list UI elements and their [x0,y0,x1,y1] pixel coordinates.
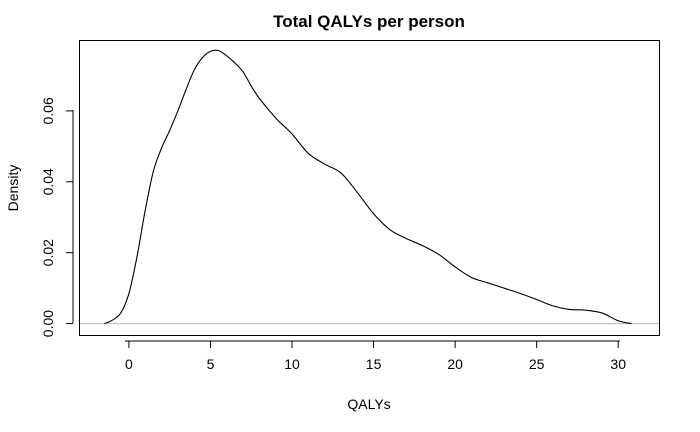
y-tick-label: 0.06 [40,97,56,124]
chart-title: Total QALYs per person [273,12,465,31]
x-tick-label: 0 [125,356,133,372]
x-axis-ticks: 0 5 10 15 20 25 30 [125,341,626,372]
x-tick-label: 30 [610,356,626,372]
x-tick-label: 10 [284,356,300,372]
plot-area-border [79,40,660,336]
x-tick-label: 25 [529,356,545,372]
y-tick-label: 0.02 [40,239,56,266]
y-axis-ticks: 0.00 0.02 0.04 0.06 [40,97,73,337]
x-tick-label: 20 [447,356,463,372]
x-axis-label: QALYs [347,396,390,412]
y-axis-label: Density [5,165,21,212]
y-tick-label: 0.00 [40,310,56,337]
y-tick-label: 0.04 [40,168,56,195]
x-tick-label: 5 [207,356,215,372]
density-curve [104,49,632,325]
x-tick-label: 15 [366,356,382,372]
